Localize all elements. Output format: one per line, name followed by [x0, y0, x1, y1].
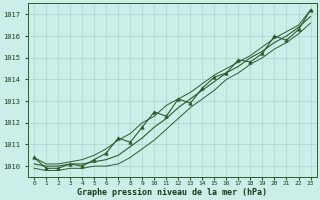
X-axis label: Graphe pression niveau de la mer (hPa): Graphe pression niveau de la mer (hPa) [77, 188, 267, 197]
